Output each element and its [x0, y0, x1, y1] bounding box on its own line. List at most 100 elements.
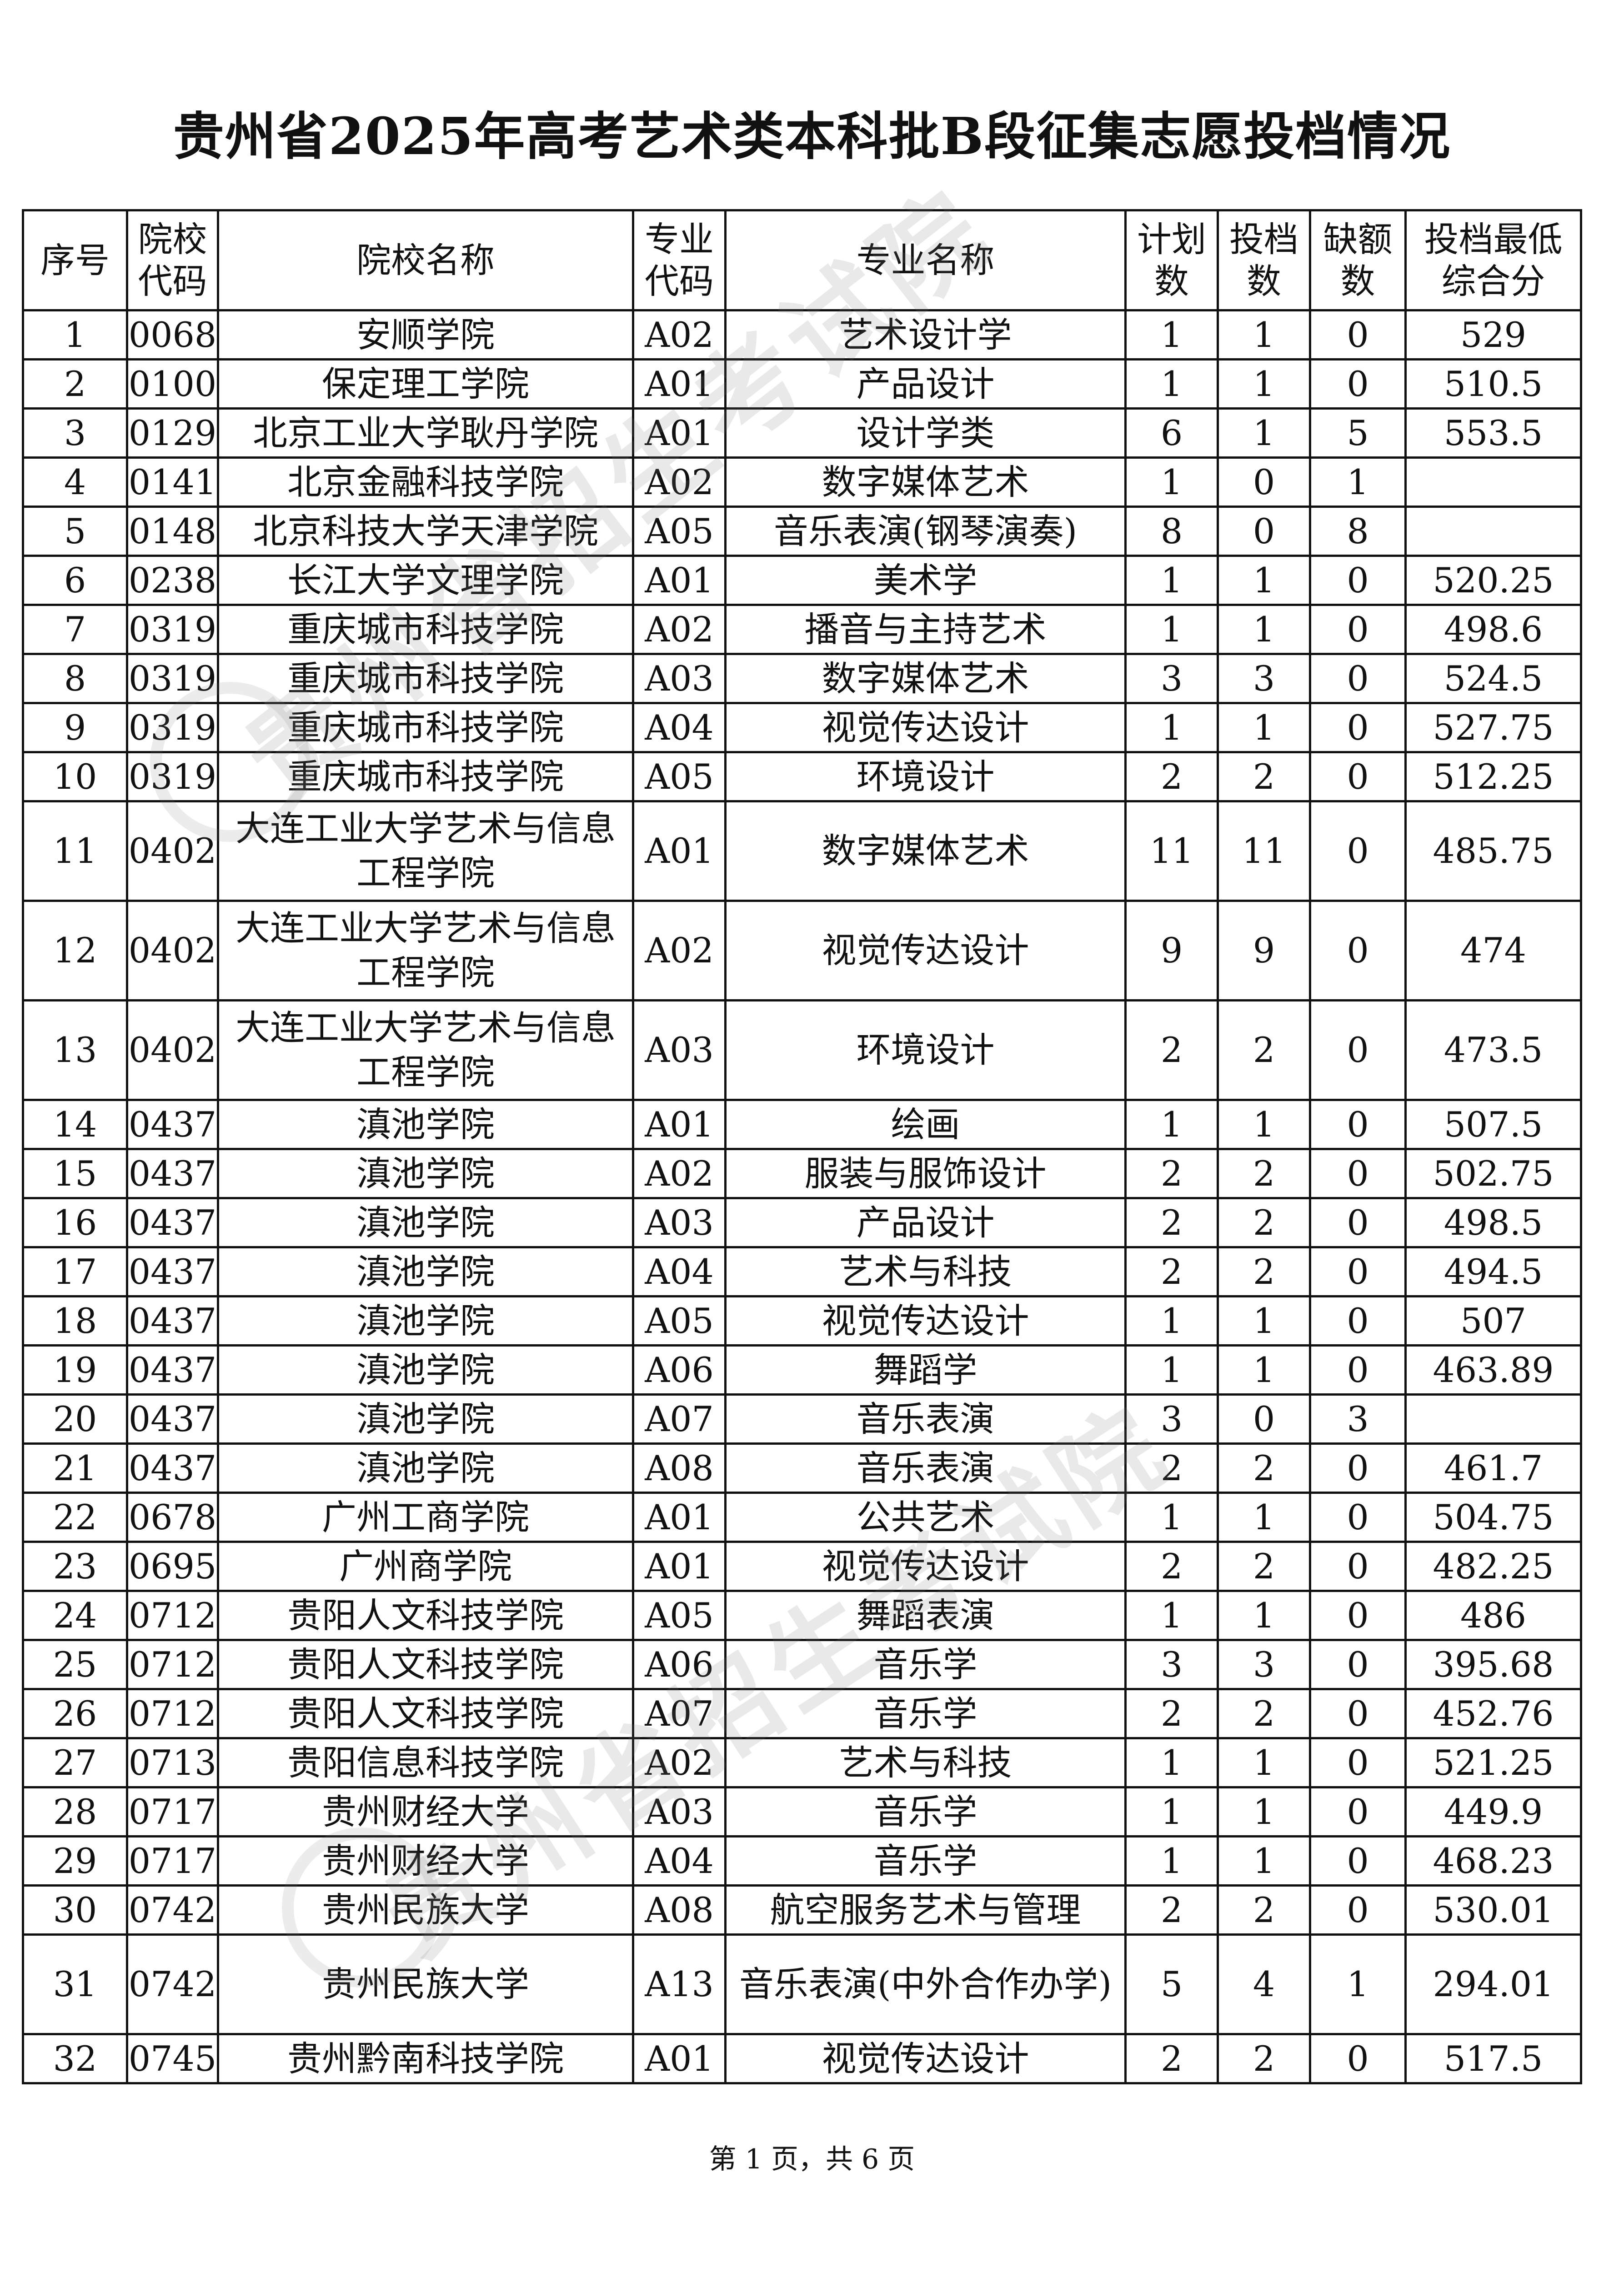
cell-major-code: A05 — [632, 506, 727, 557]
cell-admitted-count: 1 — [1217, 309, 1311, 360]
cell-major-code: A03 — [632, 653, 727, 704]
document-page: 贵州省招生考试院 贵州省招生考试院 贵州省2025年高考艺术类本科批B段征集志愿… — [22, 107, 1582, 2175]
cell-plan-count: 8 — [1124, 506, 1219, 557]
cell-school-code: 0437 — [126, 1099, 219, 1150]
cell-seq: 14 — [22, 1099, 128, 1150]
cell-school-code: 0717 — [126, 1835, 219, 1887]
cell-plan-count: 2 — [1124, 751, 1219, 802]
cell-major-code: A01 — [632, 1099, 727, 1150]
cell-seq: 19 — [22, 1344, 128, 1396]
cell-admitted-count: 2 — [1217, 1197, 1311, 1248]
cell-major-code: A07 — [632, 1688, 727, 1739]
cell-min-score: 510.5 — [1404, 358, 1582, 410]
cell-major-code: A05 — [632, 1295, 727, 1347]
cell-admitted-count: 1 — [1217, 604, 1311, 655]
cell-seq: 29 — [22, 1835, 128, 1887]
cell-plan-count: 5 — [1124, 1933, 1219, 2035]
cell-vacancy-count: 0 — [1309, 751, 1407, 802]
cell-vacancy-count: 0 — [1309, 1246, 1407, 1297]
cell-seq: 3 — [22, 407, 128, 459]
cell-school-code: 0319 — [126, 604, 219, 655]
cell-major-code: A01 — [632, 407, 727, 459]
cell-major-code: A07 — [632, 1393, 727, 1445]
cell-min-score: 507.5 — [1404, 1099, 1582, 1150]
cell-seq: 11 — [22, 800, 128, 902]
cell-major-name: 环境设计 — [724, 999, 1127, 1101]
cell-min-score: 512.25 — [1404, 751, 1582, 802]
cell-major-code: A02 — [632, 456, 727, 508]
cell-vacancy-count: 0 — [1309, 1884, 1407, 1936]
header-school-code: 院校代码 — [126, 209, 219, 311]
cell-school-code: 0713 — [126, 1737, 219, 1788]
cell-school-name: 安顺学院 — [217, 309, 634, 360]
cell-min-score: 527.75 — [1404, 702, 1582, 753]
cell-vacancy-count: 0 — [1309, 1688, 1407, 1739]
page-footer: 第 1 页，共 6 页 — [709, 2143, 915, 2175]
cell-major-name: 艺术与科技 — [724, 1737, 1127, 1788]
cell-admitted-count: 1 — [1217, 702, 1311, 753]
cell-school-code: 0402 — [126, 800, 219, 902]
cell-major-name: 视觉传达设计 — [724, 1295, 1127, 1347]
cell-major-name: 音乐学 — [724, 1835, 1127, 1887]
cell-plan-count: 2 — [1124, 2033, 1219, 2084]
cell-admitted-count: 0 — [1217, 456, 1311, 508]
cell-plan-count: 1 — [1124, 1492, 1219, 1543]
cell-school-name: 贵阳人文科技学院 — [217, 1688, 634, 1739]
table-row: 22 0678 广州工商学院 A01 公共艺术 1 1 0 504.75 — [22, 1492, 1582, 1543]
cell-min-score — [1404, 1393, 1582, 1445]
cell-vacancy-count: 0 — [1309, 1639, 1407, 1690]
cell-major-name: 数字媒体艺术 — [724, 456, 1127, 508]
cell-school-name: 北京金融科技学院 — [217, 456, 634, 508]
cell-min-score: 553.5 — [1404, 407, 1582, 459]
table-row: 4 0141 北京金融科技学院 A02 数字媒体艺术 1 0 1 — [22, 456, 1582, 508]
cell-major-name: 音乐学 — [724, 1786, 1127, 1837]
cell-min-score: 524.5 — [1404, 653, 1582, 704]
header-admitted-count: 投档数 — [1217, 209, 1311, 311]
cell-min-score: 529 — [1404, 309, 1582, 360]
cell-min-score: 507 — [1404, 1295, 1582, 1347]
table-row: 8 0319 重庆城市科技学院 A03 数字媒体艺术 3 3 0 524.5 — [22, 653, 1582, 704]
cell-admitted-count: 1 — [1217, 555, 1311, 606]
cell-vacancy-count: 0 — [1309, 999, 1407, 1101]
cell-admitted-count: 2 — [1217, 1884, 1311, 1936]
cell-major-name: 视觉传达设计 — [724, 2033, 1127, 2084]
cell-major-code: A01 — [632, 1541, 727, 1592]
cell-plan-count: 6 — [1124, 407, 1219, 459]
cell-plan-count: 2 — [1124, 1688, 1219, 1739]
cell-school-name: 滇池学院 — [217, 1099, 634, 1150]
cell-seq: 2 — [22, 358, 128, 410]
cell-school-code: 0319 — [126, 751, 219, 802]
header-line: 综合分 — [1441, 260, 1545, 301]
table-row: 1 0068 安顺学院 A02 艺术设计学 1 1 0 529 — [22, 309, 1582, 360]
cell-vacancy-count: 0 — [1309, 1148, 1407, 1199]
cell-plan-count: 11 — [1124, 800, 1219, 902]
cell-school-code: 0319 — [126, 702, 219, 753]
cell-vacancy-count: 0 — [1309, 653, 1407, 704]
cell-plan-count: 1 — [1124, 1835, 1219, 1887]
cell-seq: 24 — [22, 1590, 128, 1641]
cell-admitted-count: 1 — [1217, 1295, 1311, 1347]
table-row: 10 0319 重庆城市科技学院 A05 环境设计 2 2 0 512.25 — [22, 751, 1582, 802]
cell-admitted-count: 1 — [1217, 358, 1311, 410]
cell-min-score — [1404, 456, 1582, 508]
cell-major-name: 艺术设计学 — [724, 309, 1127, 360]
cell-vacancy-count: 3 — [1309, 1393, 1407, 1445]
cell-school-name: 滇池学院 — [217, 1393, 634, 1445]
cell-school-code: 0437 — [126, 1246, 219, 1297]
cell-school-code: 0742 — [126, 1884, 219, 1936]
cell-plan-count: 1 — [1124, 1344, 1219, 1396]
cell-major-name: 数字媒体艺术 — [724, 800, 1127, 902]
cell-vacancy-count: 0 — [1309, 1835, 1407, 1887]
cell-school-code: 0678 — [126, 1492, 219, 1543]
cell-major-name: 数字媒体艺术 — [724, 653, 1127, 704]
cell-admitted-count: 1 — [1217, 1786, 1311, 1837]
cell-major-code: A01 — [632, 358, 727, 410]
cell-school-name: 贵州黔南科技学院 — [217, 2033, 634, 2084]
cell-school-code: 0148 — [126, 506, 219, 557]
cell-admitted-count: 2 — [1217, 999, 1311, 1101]
table-row: 2 0100 保定理工学院 A01 产品设计 1 1 0 510.5 — [22, 358, 1582, 410]
cell-major-name: 产品设计 — [724, 358, 1127, 410]
cell-admitted-count: 4 — [1217, 1933, 1311, 2035]
cell-plan-count: 3 — [1124, 1639, 1219, 1690]
cell-min-score: 452.76 — [1404, 1688, 1582, 1739]
